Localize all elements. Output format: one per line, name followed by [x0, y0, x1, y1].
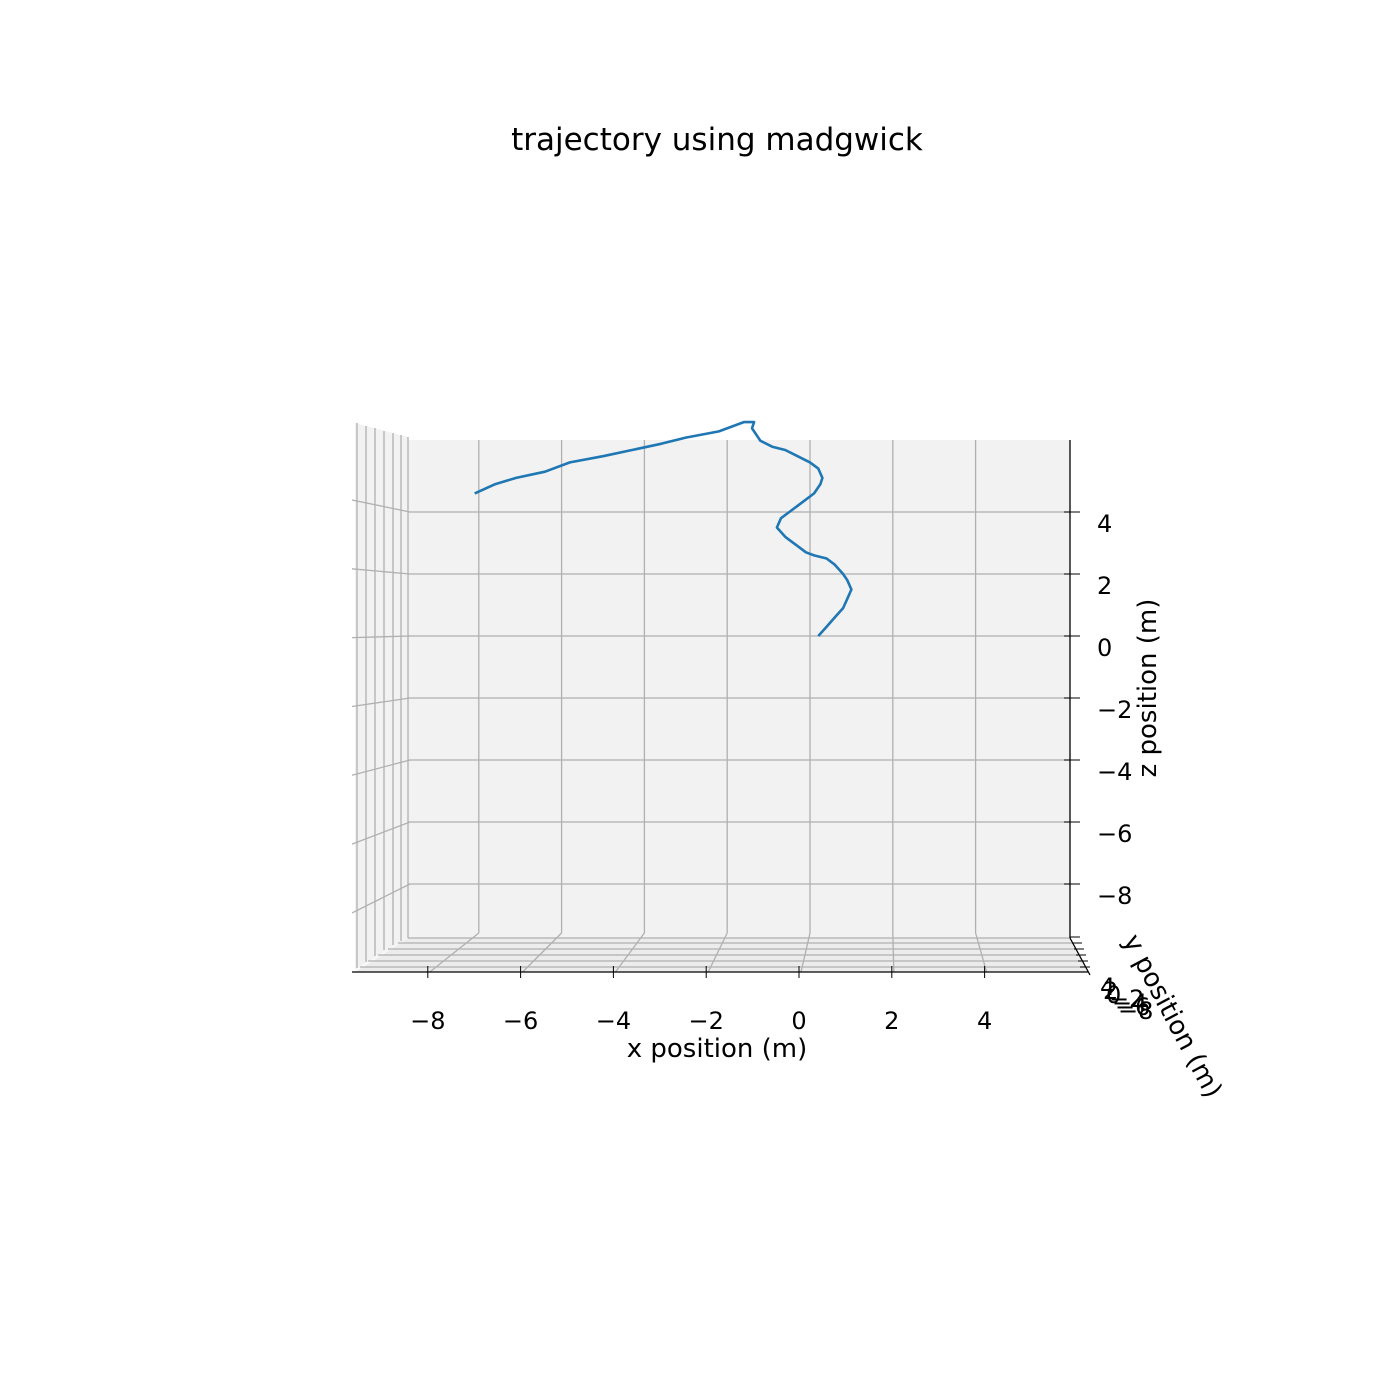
- x-axis-label: x position (m): [627, 1034, 808, 1064]
- chart-title: trajectory using madgwick: [511, 122, 923, 158]
- x-floor-gridline: [522, 932, 563, 973]
- y-tick-label: −8: [1118, 997, 1153, 1025]
- x-tick-label: 4: [977, 1007, 992, 1035]
- y-tick-label: −2: [1109, 985, 1144, 1013]
- x-floor-gridline: [800, 932, 811, 973]
- y-tick-label: 0: [1106, 981, 1121, 1009]
- y-tick-label: 4: [1100, 973, 1115, 1001]
- z-wall-gridline: [351, 883, 411, 914]
- z-tick-label: 4: [1097, 510, 1112, 538]
- z-wall-gridline: [351, 635, 411, 639]
- x-floor-gridline: [974, 932, 988, 973]
- x-floor-gridline: [707, 932, 728, 973]
- y-tick-label: −6: [1115, 993, 1150, 1021]
- x-floor-gridline: [614, 932, 645, 973]
- z-wall-gridline: [351, 697, 411, 708]
- z-tick-label: 0: [1097, 634, 1112, 662]
- left-pane: [355, 423, 408, 970]
- z-wall-gridline: [351, 759, 411, 776]
- x-tick-label: −2: [689, 1007, 724, 1035]
- y-tick-label: −4: [1112, 989, 1147, 1017]
- static-grid-lines: [356, 423, 1085, 968]
- z-tick-label: −8: [1097, 882, 1132, 910]
- grid-layer: [351, 440, 1070, 973]
- x-tick-label: −4: [596, 1007, 631, 1035]
- x-floor-gridline: [429, 932, 480, 973]
- z-tick-label: −4: [1097, 758, 1132, 786]
- y-tick-label: 2: [1103, 977, 1118, 1005]
- x-tick-label: −6: [503, 1007, 538, 1035]
- z-axis-label: z position (m): [1133, 599, 1163, 778]
- z-wall-gridline: [351, 821, 411, 845]
- z-tick-label: 2: [1097, 572, 1112, 600]
- z-tick-label: −6: [1097, 820, 1132, 848]
- trajectory-line: [474, 420, 853, 637]
- z-tick-label: −2: [1097, 696, 1132, 724]
- z-wall-gridline: [351, 499, 411, 513]
- y-axis-line: [1069, 937, 1091, 976]
- x-floor-gridline: [892, 932, 895, 973]
- x-tick-label: −8: [410, 1007, 445, 1035]
- y-tick-labels: 420−2−4−6−8: [1100, 973, 1153, 1025]
- back-pane: [408, 440, 1070, 938]
- y-axis-ticks: [1070, 936, 1090, 968]
- z-wall-gridline: [351, 568, 411, 575]
- x-tick-label: 2: [884, 1007, 899, 1035]
- x-tick-label: 0: [791, 1007, 806, 1035]
- series-layer: [474, 420, 853, 637]
